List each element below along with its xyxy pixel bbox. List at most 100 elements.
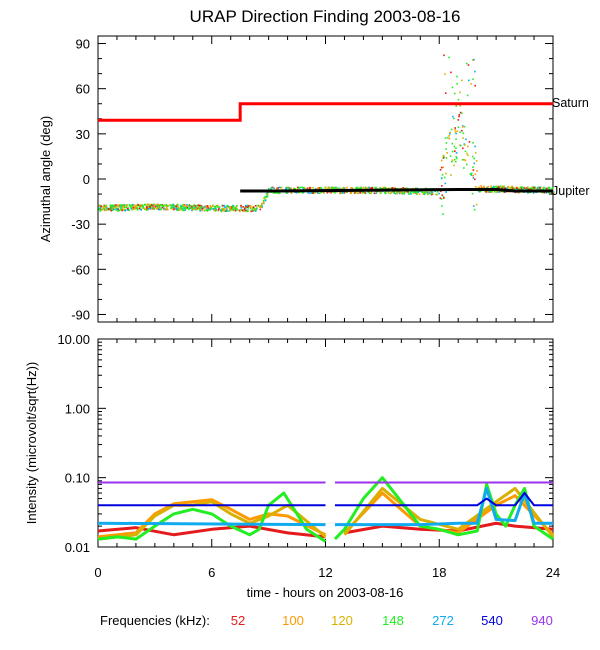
angle-data-point [219,209,222,211]
angle-data-point [474,178,476,181]
angle-data-point [467,145,469,148]
angle-data-point [119,205,122,208]
angle-data-point [486,191,489,193]
angle-data-point [368,192,371,195]
angle-data-point [144,208,147,211]
angle-data-point [364,192,366,194]
angle-data-point [439,190,442,193]
angle-data-point [371,186,374,189]
angle-data-point [217,206,219,208]
angle-data-point [122,204,125,206]
angle-data-point [101,209,104,211]
planet-reference-lines [98,102,553,193]
angle-data-point [501,186,503,189]
angle-data-point [449,131,451,134]
angle-data-point [99,206,102,209]
angle-data-point [189,205,192,207]
angle-data-point [167,205,169,207]
angle-data-point [542,191,544,194]
angle-data-point [198,206,200,208]
angle-data-point [146,207,148,210]
angle-data-point [123,206,126,209]
angle-data-point [474,152,477,154]
angle-data-point [535,188,537,190]
angle-data-point [474,186,477,188]
angle-data-point [473,208,476,211]
angle-data-point [323,192,325,194]
angle-data-point [495,185,497,188]
angle-data-point [103,208,106,211]
angle-data-point [123,204,126,207]
angle-data-point [111,208,113,211]
angle-data-point [114,206,117,208]
angle-data-point [375,192,377,195]
angle-data-point [193,204,195,207]
angle-data-point [259,208,262,211]
angle-data-point [177,203,179,206]
angle-data-point [545,191,548,194]
angle-data-point [125,206,127,208]
angle-data-point [254,204,257,207]
angle-data-point [410,193,412,195]
angle-data-point [126,204,128,206]
angle-data-point [264,196,266,198]
angle-data-point [178,209,181,211]
angle-data-point [180,206,183,208]
angle-data-point [473,162,476,165]
angle-data-point [169,204,171,206]
angle-data-point [490,185,492,188]
angle-data-point [117,207,120,210]
angle-data-point [362,186,365,189]
legend-item-52khz: 52 [231,613,245,628]
angle-data-point [516,188,519,190]
angle-data-point [226,210,228,213]
angle-data-point [435,193,437,196]
angle-data-point [98,207,100,210]
angle-data-point [289,187,291,190]
angle-data-point [521,186,524,189]
angle-data-point [133,204,135,206]
angle-data-point [477,190,480,193]
angle-data-point [149,205,151,208]
angle-data-point [455,152,458,154]
angle-y-tick-label: -90 [71,307,90,322]
angle-data-point [407,191,409,193]
angle-data-point [124,209,127,211]
angle-data-point [142,207,144,209]
angle-data-point [397,191,400,193]
angle-data-point [335,187,338,190]
angle-data-point [221,208,223,210]
angle-data-point [163,207,165,210]
angle-data-point [255,208,257,211]
angle-data-point [299,186,302,189]
angle-y-tick-label: 30 [76,127,90,142]
angle-data-point [297,186,299,189]
angle-plot-frame [97,35,554,323]
angle-data-point [354,191,357,193]
angle-data-point [431,191,433,193]
intensity-line-52khz [97,524,326,539]
angle-data-point [400,192,403,195]
angle-data-point [440,159,443,162]
angle-data-point [212,205,214,208]
angle-data-point [277,187,280,189]
angle-data-point [150,204,153,206]
angle-data-point [459,91,461,94]
angle-data-point [99,204,102,207]
angle-data-point [464,159,467,162]
angle-data-point [387,192,390,194]
angle-data-point [294,187,297,190]
angle-data-point [267,187,270,190]
angle-data-point [502,187,505,190]
angle-data-point [218,206,221,208]
angle-data-point [261,205,263,208]
intensity-x-tick-label: 0 [94,565,101,580]
angle-data-point [301,186,303,189]
angle-data-point [498,186,501,189]
angle-data-point [326,191,329,194]
angle-data-point [444,92,447,94]
angle-data-point [257,204,260,207]
angle-data-point [172,206,174,208]
angle-data-point [356,188,358,190]
angle-data-point [157,206,160,209]
